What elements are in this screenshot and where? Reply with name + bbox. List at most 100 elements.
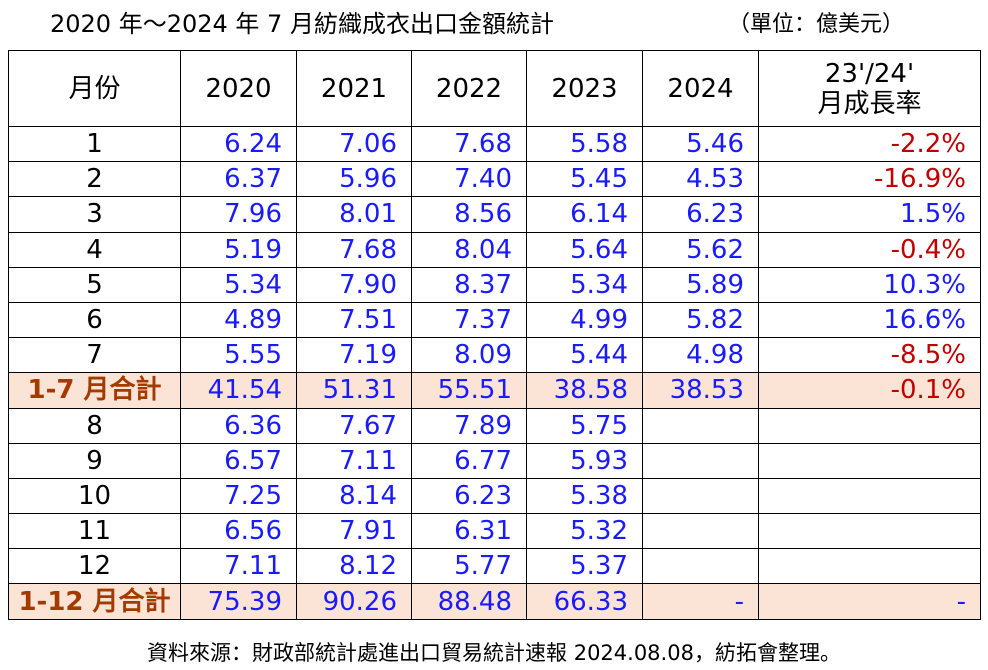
- value-cell: 7.91: [296, 513, 412, 550]
- value-cell: 4.99: [526, 301, 643, 339]
- value-cell: 90.26: [296, 583, 412, 620]
- value-cell: 5.58: [526, 125, 643, 163]
- value-cell: 5.46: [642, 125, 759, 163]
- month-cell: 1: [8, 125, 181, 163]
- value-cell: 7.51: [296, 301, 412, 339]
- month-cell: 5: [8, 266, 181, 303]
- value-cell: 7.11: [296, 442, 412, 479]
- value-cell: 16.6%: [758, 301, 981, 339]
- value-cell: 5.34: [180, 266, 297, 303]
- table-row: 5 5.34 7.90 8.37 5.34 5.89 10.3%: [8, 266, 981, 303]
- value-cell: 5.82: [642, 301, 759, 339]
- value-cell: 10.3%: [758, 266, 981, 303]
- table-row: 9 6.57 7.11 6.77 5.93: [8, 442, 981, 479]
- column-header: 2020: [180, 50, 297, 127]
- table-row: 1-12 月合計 75.39 90.26 88.48 66.33- -: [8, 583, 981, 620]
- value-cell: 6.14: [526, 196, 643, 233]
- column-header: 2024: [642, 50, 759, 127]
- month-cell: 1-7 月合計: [8, 372, 181, 409]
- value-cell: [642, 477, 759, 515]
- value-cell: 5.77: [411, 548, 527, 585]
- month-cell: 1-12 月合計: [8, 583, 181, 620]
- table-row: 1 6.24 7.06 7.68 5.58 5.46 -2.2%: [8, 125, 981, 163]
- value-cell: 5.38: [526, 477, 643, 515]
- value-cell: [758, 407, 981, 444]
- column-header: 2021: [296, 50, 412, 127]
- value-cell: 8.14: [296, 477, 412, 515]
- value-cell: 6.36: [180, 407, 297, 444]
- value-cell: 66.33: [526, 583, 643, 620]
- value-cell: 5.96: [296, 161, 412, 198]
- value-cell: 7.96: [180, 196, 297, 233]
- value-cell: 6.23: [411, 477, 527, 515]
- value-cell: 7.19: [296, 337, 412, 374]
- value-cell: 4.98: [642, 337, 759, 374]
- value-cell: [642, 442, 759, 479]
- table-row: 1-7 月合計 41.54 51.31 55.51 38.58 38.53 -0.1%: [8, 372, 981, 409]
- value-cell: 5.75: [526, 407, 643, 444]
- month-cell: 6: [8, 301, 181, 339]
- value-cell: 6.77: [411, 442, 527, 479]
- value-cell: 75.39: [180, 583, 297, 620]
- source-note: 資料來源：財政部統計處進出口貿易統計速報 2024.08.08，紡拓會整理。: [147, 641, 841, 665]
- column-header: 月份: [8, 50, 181, 127]
- table-row: 2 6.37 5.96 7.40 5.45 4.53 -16.9%: [8, 161, 981, 198]
- value-cell: 6.37: [180, 161, 297, 198]
- value-cell: -16.9%: [758, 161, 981, 198]
- value-cell: 7.67: [296, 407, 412, 444]
- table-row: 8 6.36 7.67 7.89 5.75: [8, 407, 981, 444]
- month-cell: 7: [8, 337, 181, 374]
- table-body: 1 6.24 7.06 7.68 5.58 5.46 -2.2% 2 6.37 5.96 7.40 5…: [8, 125, 981, 620]
- table-row: 7 5.55 7.19 8.09 5.44 4.98 -8.5%: [8, 337, 981, 374]
- value-cell: [758, 513, 981, 550]
- value-cell: 7.89: [411, 407, 527, 444]
- value-cell: 5.34: [526, 266, 643, 303]
- value-cell: 1.5%: [758, 196, 981, 233]
- value-cell: 7.68: [296, 231, 412, 268]
- unit: （單位：億美元）: [728, 12, 905, 37]
- value-cell: 7.25: [180, 477, 297, 515]
- value-cell: 4.53: [642, 161, 759, 198]
- month-cell: 2: [8, 161, 181, 198]
- table-row: 3 7.96 8.01 8.56 6.14 6.23 1.5%: [8, 196, 981, 233]
- value-cell: 7.06: [296, 125, 412, 163]
- month-cell: 10: [8, 477, 181, 515]
- value-cell: 6.56: [180, 513, 297, 550]
- value-cell: 6.57: [180, 442, 297, 479]
- value-cell: 5.44: [526, 337, 643, 374]
- month-cell: 3: [8, 196, 181, 233]
- value-cell: 8.01: [296, 196, 412, 233]
- value-cell: 8.09: [411, 337, 527, 374]
- title: 2020 年～2024 年 7 月紡織成衣出口金額統計: [50, 10, 554, 38]
- value-cell: 7.90: [296, 266, 412, 303]
- value-cell: 7.68: [411, 125, 527, 163]
- value-cell: 38.53: [642, 372, 759, 409]
- value-cell: 7.11: [180, 548, 297, 585]
- value-cell: -8.5%: [758, 337, 981, 374]
- value-cell: 88.48: [411, 583, 527, 620]
- value-cell: 8.12: [296, 548, 412, 585]
- value-cell: 6.23: [642, 196, 759, 233]
- value-cell: 5.89: [642, 266, 759, 303]
- value-cell: 55.51: [411, 372, 527, 409]
- value-cell: 5.62: [642, 231, 759, 268]
- header-row: 月份 2020 2021 2022 2023 2024 23'/24' 月成長率: [8, 50, 981, 127]
- table-row: 10 7.25 8.14 6.23 5.38: [8, 477, 981, 515]
- value-cell: [758, 477, 981, 515]
- value-cell: -0.1%: [758, 372, 981, 409]
- value-cell: [758, 442, 981, 479]
- table-row: 11 6.56 7.91 6.31 5.32: [8, 513, 981, 550]
- value-cell: 5.45: [526, 161, 643, 198]
- value-cell: 4.89: [180, 301, 297, 339]
- table-row: 6 4.89 7.51 7.37 4.99 5.82 16.6%: [8, 301, 981, 339]
- value-cell: 8.56: [411, 196, 527, 233]
- value-cell: 7.37: [411, 301, 527, 339]
- value-cell: 38.58: [526, 372, 643, 409]
- value-cell: [642, 407, 759, 444]
- value-cell: 6.31: [411, 513, 527, 550]
- value-cell: 5.32: [526, 513, 643, 550]
- value-cell: 8.04: [411, 231, 527, 268]
- value-cell: [642, 513, 759, 550]
- month-cell: 9: [8, 442, 181, 479]
